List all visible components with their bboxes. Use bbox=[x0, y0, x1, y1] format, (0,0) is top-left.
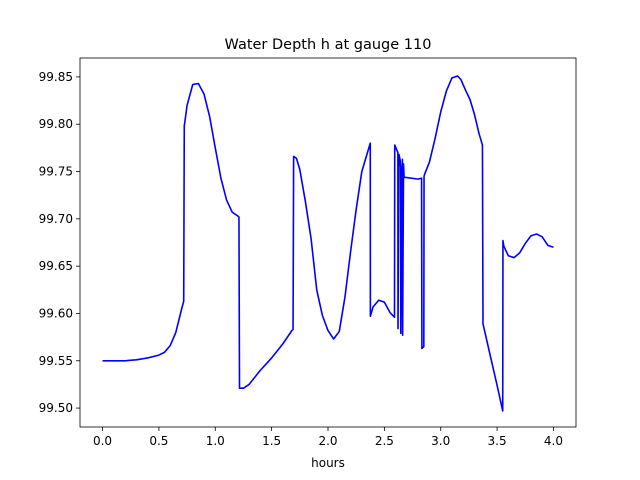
y-tick-label: 99.80 bbox=[39, 117, 73, 131]
y-tick-label: 99.50 bbox=[39, 401, 73, 415]
x-tick-label: 1.5 bbox=[262, 434, 281, 448]
y-tick-label: 99.60 bbox=[39, 306, 73, 320]
x-axis-ticks: 0.0 0.5 1.0 1.5 2.0 2.5 3.0 3.5 4.0 bbox=[93, 427, 563, 448]
x-tick-label: 0.0 bbox=[93, 434, 112, 448]
x-tick-label: 2.5 bbox=[375, 434, 394, 448]
x-tick-label: 1.0 bbox=[206, 434, 225, 448]
y-axis-ticks: 99.50 99.55 99.60 99.65 99.70 99.75 99.80 99.85 bbox=[39, 70, 80, 415]
x-tick-label: 2.0 bbox=[318, 434, 337, 448]
x-tick-label: 3.0 bbox=[431, 434, 450, 448]
y-tick-label: 99.75 bbox=[39, 165, 73, 179]
y-tick-label: 99.85 bbox=[39, 70, 73, 84]
x-tick-label: 3.5 bbox=[488, 434, 507, 448]
plot-area bbox=[79, 57, 577, 428]
series-line-water-depth bbox=[102, 75, 554, 412]
x-tick-label: 4.0 bbox=[544, 434, 563, 448]
axes-frame bbox=[79, 57, 577, 428]
x-axis-label: hours bbox=[311, 456, 345, 470]
y-tick-label: 99.65 bbox=[39, 259, 73, 273]
x-tick-label: 0.5 bbox=[149, 434, 168, 448]
chart-title: Water Depth h at gauge 110 bbox=[225, 37, 432, 53]
y-tick-label: 99.70 bbox=[39, 212, 73, 226]
y-tick-label: 99.55 bbox=[39, 354, 73, 368]
